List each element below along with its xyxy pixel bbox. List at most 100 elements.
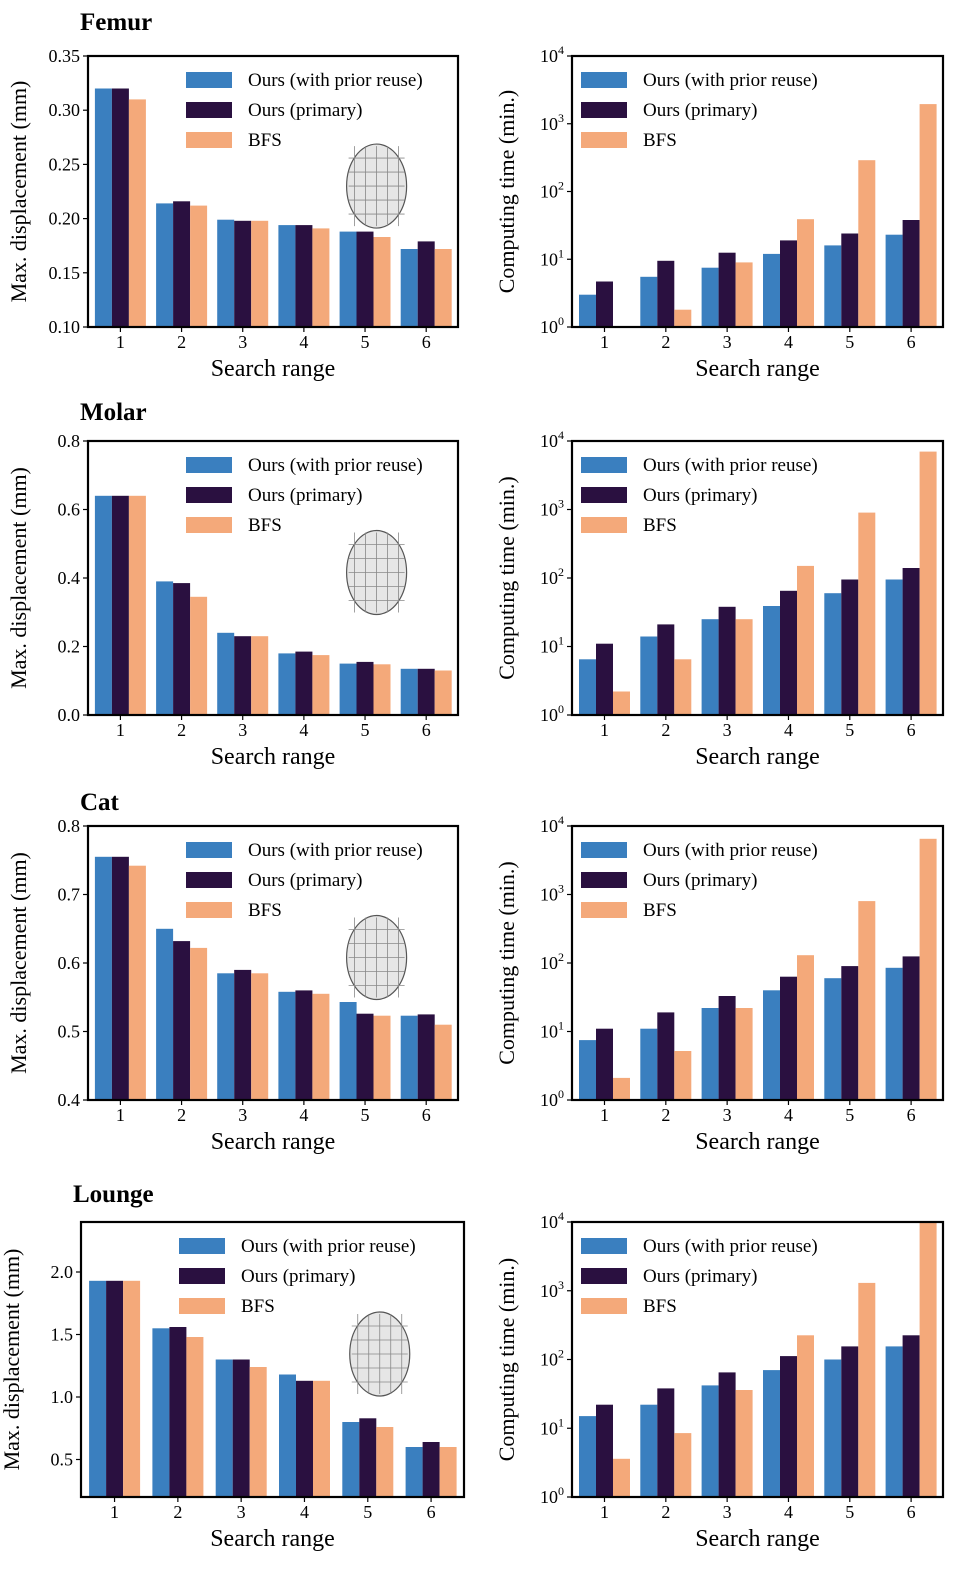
femur-time-xtick-label: 6 <box>907 332 916 352</box>
cat-disp-bar-s3-2 <box>190 947 208 1100</box>
lounge-disp-bar-s2-3 <box>232 1359 250 1497</box>
femur-time-legend-swatch-1 <box>581 72 627 88</box>
molar-time-bar-s2-2 <box>657 624 675 715</box>
lounge-time-bar-s3-2 <box>674 1433 692 1497</box>
lounge-time-xtick-label: 5 <box>845 1502 854 1522</box>
lounge-disp-xtick-label: 1 <box>110 1502 119 1522</box>
lounge-time-bar-s1-4 <box>763 1370 780 1497</box>
molar-time-bar-s3-5 <box>858 512 876 715</box>
molar-disp-bar-s3-2 <box>190 596 208 715</box>
lounge-time-bar-s2-2 <box>657 1388 675 1497</box>
molar-time-bar-s2-1 <box>596 643 613 715</box>
femur-disp-ytick-label: 0.20 <box>49 209 81 229</box>
lounge-disp-ytick-label: 0.5 <box>51 1450 74 1470</box>
cat-disp-bar-s1-5 <box>339 1002 357 1100</box>
femur-disp-legend-label-2: Ours (primary) <box>248 100 363 121</box>
femur-disp-bar-s3-3 <box>251 220 269 327</box>
femur-disp-frame <box>86 54 460 329</box>
lounge-time-bar-s1-1 <box>579 1416 596 1497</box>
cat-time-bar-s3-5 <box>858 901 876 1100</box>
femur-disp-bar-s2-1 <box>111 88 129 327</box>
cat-time-bar-s1-2 <box>640 1028 658 1100</box>
femur-disp-chart: Femur 1 2 3 4 5 6 0.10 0.15 0.20 0.25 0.30 0.35 Searc… <box>6 9 460 382</box>
molar-disp-bar-s1-2 <box>156 581 174 715</box>
molar-disp-xlabel: Search range <box>211 744 336 770</box>
lounge-time-ylabel: Computing time (min.) <box>494 1258 519 1462</box>
molar-disp-bar-s3-1 <box>128 495 146 715</box>
molar-time-legend-swatch-1 <box>581 457 627 473</box>
molar-disp-xtick-label: 3 <box>238 720 247 740</box>
cat-time-legend-swatch-2 <box>581 872 627 888</box>
lounge-disp-bar-s1-1 <box>89 1280 107 1498</box>
femur-time-legend-label-2: Ours (primary) <box>643 100 758 121</box>
molar-disp-bar-s2-4 <box>295 651 313 715</box>
molar-time-bar-s1-1 <box>579 659 596 715</box>
cat-time-ytick-label: 102 <box>540 950 564 973</box>
molar-disp-mesh-illustration <box>346 529 408 616</box>
cat-disp-xtick-label: 5 <box>361 1105 370 1125</box>
cat-disp-mesh-illustration <box>346 914 408 1001</box>
femur-disp-bar-s3-5 <box>373 237 391 327</box>
cat-disp-legend-label-3: BFS <box>248 900 282 921</box>
molar-disp-bar-s1-4 <box>278 653 296 715</box>
femur-time-xtick-label: 1 <box>600 332 609 352</box>
femur-time-legend-label-1: Ours (with prior reuse) <box>643 70 818 91</box>
cat-disp-xtick-label: 2 <box>177 1105 186 1125</box>
cat-time-legend-label-1: Ours (with prior reuse) <box>643 840 818 861</box>
lounge-time-bar-s1-6 <box>885 1346 903 1497</box>
cat-time-xtick-label: 1 <box>600 1105 609 1125</box>
molar-disp-ytick-label: 0.4 <box>58 568 81 588</box>
molar-time-ytick-label: 100 <box>540 702 564 725</box>
lounge-time-legend-swatch-1 <box>581 1238 627 1254</box>
cat-disp-xtick-label: 1 <box>116 1105 125 1125</box>
cat-time-bar-s1-3 <box>701 1008 719 1100</box>
femur-time-ytick-label: 100 <box>540 314 564 337</box>
lounge-time-xtick-label: 2 <box>661 1502 670 1522</box>
femur-disp-ytick-label: 0.25 <box>49 154 81 174</box>
femur-time-bar-s3-2 <box>674 309 692 327</box>
lounge-time-bar-s3-3 <box>735 1390 753 1497</box>
molar-disp-ytick-label: 0.6 <box>58 500 81 520</box>
lounge-time-legend-label-3: BFS <box>643 1296 677 1317</box>
molar-disp-ytick-label: 0.2 <box>58 637 81 657</box>
lounge-time-bar-s3-4 <box>797 1335 814 1497</box>
cat-time-ytick-label: 104 <box>540 813 564 836</box>
femur-time-ytick-label: 103 <box>540 111 564 134</box>
femur-time-bar-s2-1 <box>596 281 613 327</box>
molar-time-xlabel: Search range <box>695 744 820 770</box>
femur-disp-bar-s1-6 <box>400 249 418 327</box>
femur-disp-bar-s3-6 <box>434 249 452 327</box>
cat-disp-bar-s2-1 <box>111 856 129 1100</box>
femur-disp-bar-s3-2 <box>190 205 208 327</box>
femur-time-bar-s1-2 <box>640 276 658 327</box>
femur-time-ytick-label: 102 <box>540 179 564 202</box>
lounge-disp-bar-s3-4 <box>313 1380 330 1498</box>
femur-disp-legend-label-3: BFS <box>248 130 282 151</box>
femur-time-legend-swatch-2 <box>581 102 627 118</box>
cat-disp-xlabel: Search range <box>211 1129 336 1155</box>
femur-time-ytick-label: 101 <box>540 246 564 269</box>
molar-time-ytick-label: 102 <box>540 565 564 588</box>
molar-time-bar-s1-6 <box>885 579 903 715</box>
cat-time-bar-s3-3 <box>735 1008 753 1100</box>
lounge-time-bar-s1-2 <box>640 1404 658 1497</box>
cat-time-ytick-label: 100 <box>540 1087 564 1110</box>
femur-time-bar-s2-6 <box>902 220 920 327</box>
lounge-disp-bar-s2-1 <box>106 1280 124 1498</box>
cat-disp-bar-s2-2 <box>173 941 191 1100</box>
molar-disp-bar-s3-6 <box>434 670 452 715</box>
cat-time-xtick-label: 4 <box>784 1105 793 1125</box>
cat-time-ylabel: Computing time (min.) <box>494 861 519 1065</box>
lounge-disp-ytick-label: 1.5 <box>51 1325 74 1345</box>
femur-disp-ylabel: Max. displacement (mm) <box>6 81 31 303</box>
molar-disp-xtick-label: 4 <box>299 720 308 740</box>
femur-disp-bar-s2-3 <box>234 220 252 327</box>
lounge-disp-bar-s2-5 <box>359 1418 377 1498</box>
cat-disp-bar-s2-5 <box>356 1013 374 1100</box>
lounge-time-bar-s2-5 <box>841 1346 859 1497</box>
cat-disp-bar-s2-4 <box>295 990 313 1100</box>
lounge-time-legend-swatch-2 <box>581 1268 627 1284</box>
lounge-disp-bar-s3-3 <box>249 1367 267 1497</box>
femur-time-chart: 1 2 3 4 5 6 100 101 102 103 104 Search range Computi… <box>494 43 945 382</box>
